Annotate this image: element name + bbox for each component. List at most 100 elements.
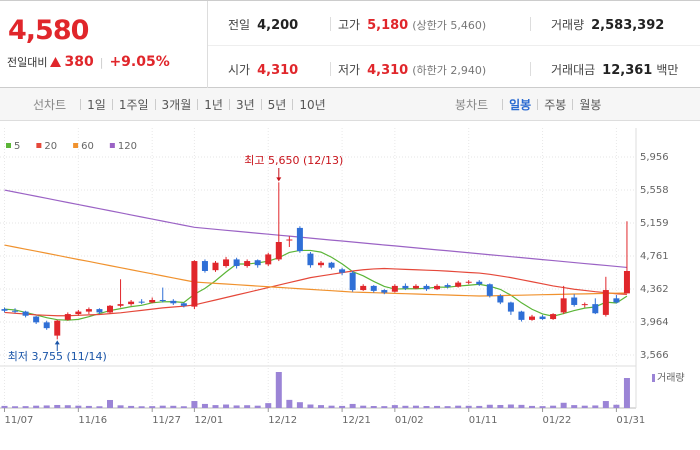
volume-bar bbox=[571, 405, 578, 408]
x-tick-label: 12/01 bbox=[194, 415, 223, 426]
candle-body bbox=[307, 253, 314, 266]
candle-chart-label: 봉차트 bbox=[455, 97, 489, 112]
candle-period-button[interactable]: 주봉 bbox=[537, 96, 566, 113]
stat: 시가 4,310 bbox=[228, 61, 298, 78]
divider bbox=[330, 17, 331, 31]
volume-bar bbox=[64, 405, 71, 408]
candle-body bbox=[529, 316, 535, 320]
candle-body bbox=[223, 259, 230, 267]
candle-body bbox=[550, 314, 557, 320]
min-annotation: 최저 3,755 (11/14) bbox=[8, 350, 107, 363]
stat-label: 고가 bbox=[338, 18, 361, 32]
volume-bar bbox=[402, 405, 409, 408]
candle-body bbox=[318, 262, 324, 266]
candle-body bbox=[507, 302, 514, 312]
volume-bar bbox=[75, 405, 82, 408]
volume-bar bbox=[96, 406, 103, 408]
candle-body bbox=[465, 281, 472, 283]
ma-line bbox=[4, 249, 628, 321]
candle-body bbox=[85, 309, 92, 312]
change-label: 전일대비 bbox=[7, 56, 48, 69]
volume-bar bbox=[1, 405, 8, 408]
candle-body bbox=[339, 269, 346, 273]
candle-body bbox=[328, 262, 335, 268]
volume-bar bbox=[518, 404, 525, 408]
candle-body bbox=[370, 285, 377, 291]
volume-bar bbox=[180, 406, 187, 408]
divider bbox=[530, 17, 531, 31]
candle-body bbox=[212, 262, 219, 271]
volume-bar bbox=[244, 405, 251, 408]
x-tick-label: 11/27 bbox=[152, 415, 181, 426]
x-tick-label: 11/16 bbox=[78, 415, 107, 426]
x-tick-label: 12/21 bbox=[342, 415, 371, 426]
candle-body bbox=[423, 285, 430, 290]
volume-bar bbox=[613, 404, 620, 408]
candle-body bbox=[43, 322, 50, 329]
volume-bar bbox=[170, 405, 177, 408]
period-button[interactable]: 10년 bbox=[292, 96, 325, 113]
volume-bar bbox=[254, 405, 261, 408]
candle-body bbox=[360, 285, 367, 291]
stat-value: 4,200 bbox=[257, 18, 299, 33]
stat-value: 5,180 bbox=[367, 18, 409, 33]
volume-bar bbox=[507, 404, 514, 408]
x-tick-label: 01/02 bbox=[395, 415, 424, 426]
volume-bar bbox=[107, 399, 113, 408]
volume-bar bbox=[212, 405, 219, 408]
legend-label: 5 bbox=[14, 141, 20, 152]
period-button[interactable]: 1년 bbox=[197, 96, 223, 113]
candle-body bbox=[412, 285, 419, 289]
legend-swatch bbox=[6, 143, 11, 148]
period-button[interactable]: 3개월 bbox=[155, 96, 192, 113]
divider bbox=[530, 62, 531, 76]
candle-body bbox=[254, 260, 261, 266]
y-tick-label: 4,362 bbox=[640, 284, 669, 295]
candle-body bbox=[623, 270, 630, 294]
candle-body bbox=[265, 254, 272, 265]
volume-bar bbox=[444, 406, 451, 408]
volume-bar bbox=[623, 377, 630, 408]
candle-body bbox=[275, 241, 282, 260]
candle-body bbox=[592, 304, 599, 314]
stat-label: 거래대금 bbox=[551, 63, 596, 77]
period-button[interactable]: 3년 bbox=[229, 96, 255, 113]
candle-period-button[interactable]: 월봉 bbox=[572, 96, 601, 113]
up-arrow-icon bbox=[50, 57, 62, 67]
volume-bar bbox=[370, 406, 377, 408]
volume-bar bbox=[328, 405, 335, 408]
volume-bar bbox=[423, 406, 430, 408]
candle-body bbox=[149, 299, 156, 303]
period-button[interactable]: 1주일 bbox=[112, 96, 149, 113]
change-row: 전일대비 380 | +9.05% bbox=[7, 54, 170, 70]
stat-label: 전일 bbox=[228, 18, 251, 32]
period-button[interactable]: 1일 bbox=[80, 96, 106, 113]
separator: | bbox=[99, 55, 104, 69]
candle-body bbox=[138, 301, 145, 303]
x-tick-label: 12/12 bbox=[268, 415, 297, 426]
candle-body bbox=[64, 314, 71, 320]
candle-body bbox=[286, 239, 293, 241]
candle-body bbox=[128, 301, 135, 305]
legend-label: 60 bbox=[81, 141, 94, 152]
volume-bar bbox=[117, 405, 124, 408]
candle-body bbox=[476, 281, 483, 285]
volume-bar bbox=[391, 405, 398, 408]
candle-body bbox=[191, 261, 198, 307]
candle-body bbox=[402, 285, 409, 289]
y-tick-label: 4,761 bbox=[640, 251, 669, 262]
candle-period-button[interactable]: 일봉 bbox=[502, 96, 531, 113]
volume-bar bbox=[529, 405, 535, 408]
volume-bar bbox=[149, 406, 156, 408]
candle-body bbox=[560, 298, 567, 313]
stat-label: 거래량 bbox=[551, 18, 585, 32]
stat: 거래대금 12,361 백만 bbox=[551, 61, 678, 78]
candle-body bbox=[518, 311, 525, 320]
stat-value: 2,583,392 bbox=[591, 18, 665, 33]
period-button[interactable]: 5년 bbox=[261, 96, 287, 113]
x-tick-label: 11/07 bbox=[5, 415, 34, 426]
volume-bar bbox=[602, 401, 609, 408]
candle-body bbox=[1, 309, 8, 311]
y-tick-label: 5,159 bbox=[640, 218, 669, 229]
